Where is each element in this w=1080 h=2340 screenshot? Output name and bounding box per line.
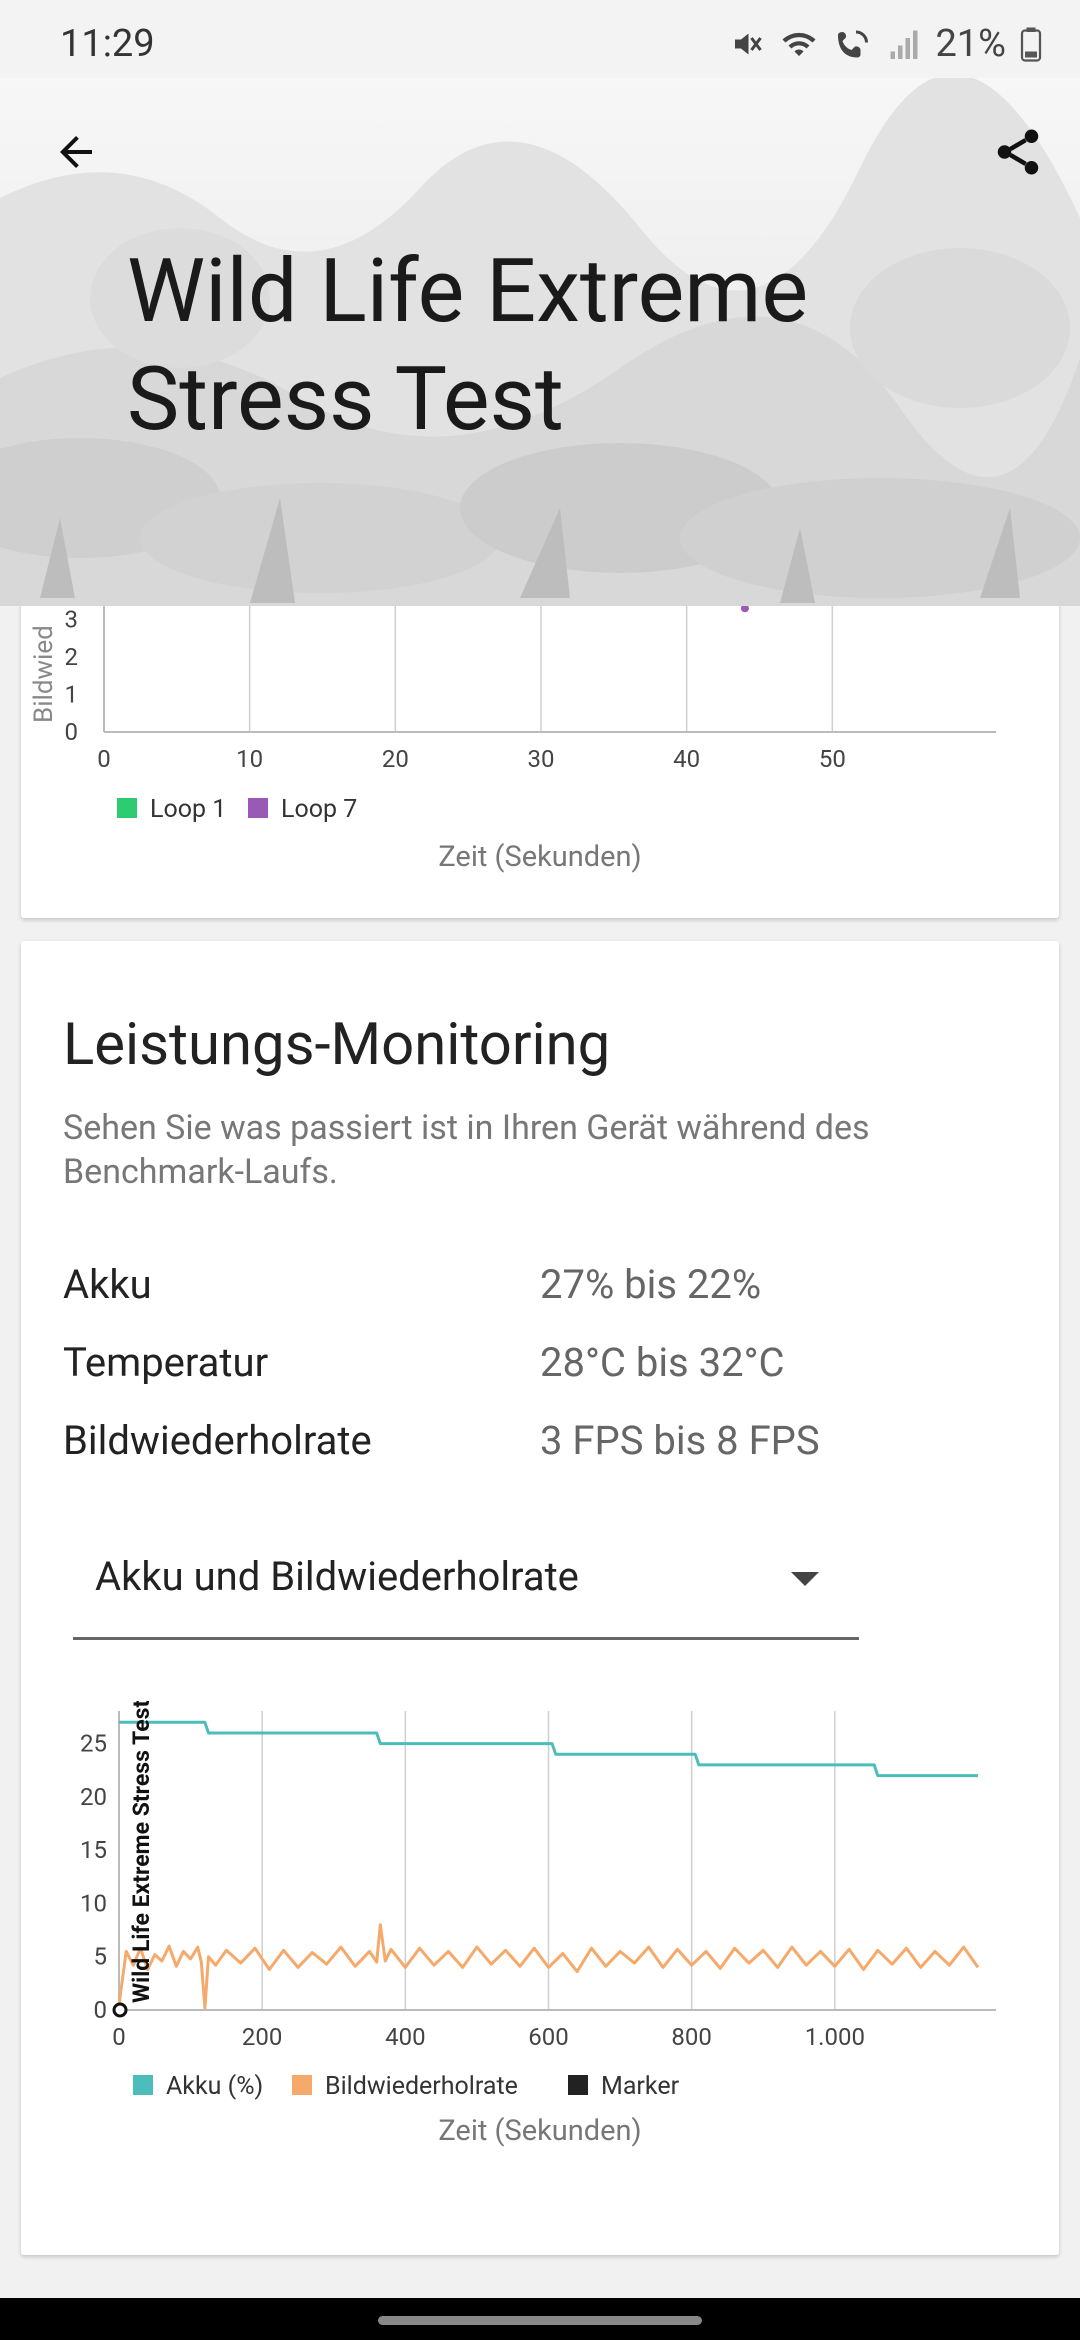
marker-point: [112, 2002, 128, 2018]
share-icon: [997, 129, 1039, 175]
system-navigation-bar: [0, 2298, 1080, 2340]
arrow-left-icon: [60, 136, 92, 168]
stat-row-battery: Akku 27% bis 22%: [63, 1261, 1023, 1321]
status-bar: 11:29 21%: [0, 0, 1080, 78]
wifi-icon: [779, 26, 819, 62]
section-title: Leistungs-Monitoring: [63, 1011, 611, 1079]
x-axis-label: Zeit (Sekunden): [438, 840, 641, 874]
x-tick-label: 30: [528, 745, 555, 773]
legend-label: Akku (%): [166, 2072, 263, 2101]
x-tick-label: 50: [819, 745, 846, 773]
series-line: [117, 1923, 980, 2010]
home-gesture-handle[interactable]: [378, 2316, 702, 2325]
x-tick-label: 1.000: [805, 2023, 865, 2051]
stat-label: Temperatur: [63, 1339, 269, 1386]
y-tick-label: 25: [80, 1730, 107, 1758]
legend-swatch: [292, 2075, 312, 2095]
stat-value: 28°C bis 32°C: [540, 1339, 785, 1386]
dropdown-selected-value: Akku und Bildwiederholrate: [95, 1553, 579, 1600]
stat-row-frame-rate: Bildwiederholrate 3 FPS bis 8 FPS: [63, 1417, 1023, 1477]
y-tick-label: 5: [94, 1943, 108, 1971]
status-icons: 21%: [729, 22, 1042, 66]
legend-swatch: [568, 2075, 588, 2095]
y-axis-label: Bildwied: [29, 625, 59, 723]
section-description: Sehen Sie was passiert ist in Ihren Gerä…: [63, 1108, 870, 1192]
x-tick-label: 400: [385, 2023, 425, 2051]
y-tick-label: 20: [80, 1783, 107, 1811]
mute-icon: [729, 26, 765, 62]
signal-icon: [887, 26, 921, 62]
y-tick-label: 10: [80, 1889, 107, 1917]
series-line: [119, 1720, 978, 1778]
battery-frame-rate-chart: 0 5 10 15 20 25 0 200 400 600 800 1.000 Wild Life Ex…: [80, 1701, 996, 2148]
y-tick-label: 2: [65, 643, 79, 671]
back-button[interactable]: [40, 116, 112, 188]
battery-icon: [1020, 26, 1042, 62]
legend-label: Loop 1: [150, 795, 226, 824]
y-tick-label: 0: [65, 718, 79, 746]
chart-type-dropdown[interactable]: Akku und Bildwiederholrate: [73, 1541, 859, 1640]
legend-swatch: [133, 2075, 153, 2095]
stat-label: Akku: [63, 1261, 152, 1308]
x-tick-label: 600: [528, 2023, 568, 2051]
stat-value: 3 FPS bis 8 FPS: [540, 1417, 820, 1464]
x-tick-label: 800: [671, 2023, 711, 2051]
status-time: 11:29: [60, 22, 155, 66]
x-tick-label: 20: [382, 745, 409, 773]
y-tick-label: 0: [94, 1996, 108, 2024]
legend-swatch: [117, 798, 137, 818]
legend-label: Loop 7: [281, 795, 357, 824]
x-tick-label: 40: [673, 745, 700, 773]
header-background-image: [0, 78, 1080, 606]
y-tick-label: 15: [80, 1836, 107, 1864]
data-point: [740, 604, 749, 613]
y-tick-label: 1: [65, 681, 79, 709]
app-header: Wild Life Extreme Stress Test: [0, 78, 1080, 606]
x-axis-label: Zeit (Sekunden): [438, 2114, 641, 2148]
stat-label: Bildwiederholrate: [63, 1417, 372, 1464]
x-tick-label: 0: [112, 2023, 126, 2051]
marker-label: Wild Life Extreme Stress Test: [128, 1701, 155, 2003]
stat-row-temperature: Temperatur 28°C bis 32°C: [63, 1339, 1023, 1399]
performance-monitoring-card: Leistungs-Monitoring Sehen Sie was passi…: [21, 941, 1059, 2255]
page-title: Wild Life Extreme Stress Test: [127, 240, 809, 451]
legend-label: Bildwiederholrate: [325, 2072, 518, 2101]
x-tick-label: 10: [236, 745, 263, 773]
y-tick-label: 3: [65, 606, 79, 634]
caret-down-icon: [791, 1572, 819, 1586]
wifi-calling-icon: [833, 26, 873, 62]
battery-percent: 21%: [935, 22, 1006, 66]
share-button[interactable]: [982, 116, 1054, 188]
legend-swatch: [248, 798, 268, 818]
legend-label: Marker: [601, 2072, 680, 2101]
stat-value: 27% bis 22%: [540, 1261, 762, 1308]
x-tick-label: 200: [242, 2023, 282, 2051]
x-tick-label: 0: [97, 745, 111, 773]
frame-rate-chart-card: 0 1 2 3 0 10 20 30 40 50 Bildwied Loop 1 Loop 7 Zeit …: [21, 560, 1059, 918]
